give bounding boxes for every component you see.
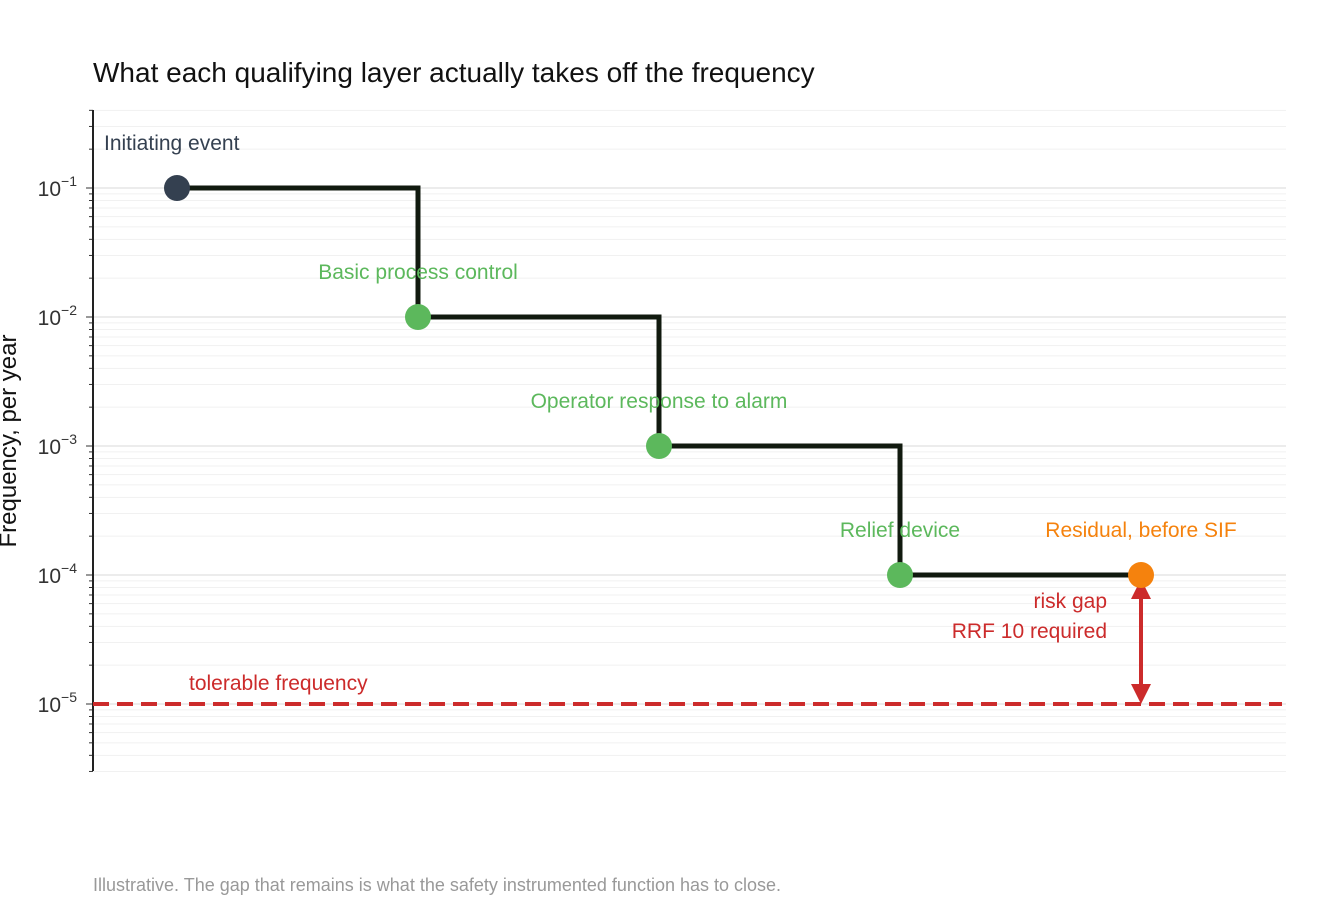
y-ticks: 10−1 10−2 10−3 10−4 10−5 (38, 173, 78, 717)
step-line (177, 185, 1141, 578)
y-tick-label: 10−2 (38, 302, 78, 330)
point-labels: Initiating event Basic process control Ope… (104, 132, 1237, 542)
tolerable-group: tolerable frequency (93, 672, 1282, 706)
chart-title: What each qualifying layer actually take… (93, 57, 815, 88)
point-marker (1128, 562, 1154, 588)
y-tick-label: 10−1 (38, 173, 78, 201)
y-tick-label: 10−5 (38, 689, 78, 717)
caption: Illustrative. The gap that remains is wh… (93, 875, 781, 895)
point-marker (646, 433, 672, 459)
point-marker (405, 304, 431, 330)
point-marker (164, 175, 190, 201)
point-marker (887, 562, 913, 588)
point-markers (164, 175, 1154, 588)
point-label: Relief device (840, 519, 960, 542)
step-series (177, 185, 1141, 578)
tolerable-frequency-label: tolerable frequency (189, 672, 368, 695)
point-label: Initiating event (104, 132, 240, 155)
point-label: Residual, before SIF (1045, 519, 1236, 542)
y-axis-title: Frequency, per year (0, 335, 22, 548)
rrf-required-label: RRF 10 required (952, 620, 1107, 643)
risk-gap-group: risk gap RRF 10 required (952, 579, 1151, 704)
y-tick-label: 10−4 (38, 560, 78, 588)
risk-gap-label: risk gap (1033, 590, 1107, 613)
point-label: Basic process control (318, 261, 518, 284)
y-tick-label: 10−3 (38, 431, 78, 459)
point-label: Operator response to alarm (531, 390, 788, 413)
